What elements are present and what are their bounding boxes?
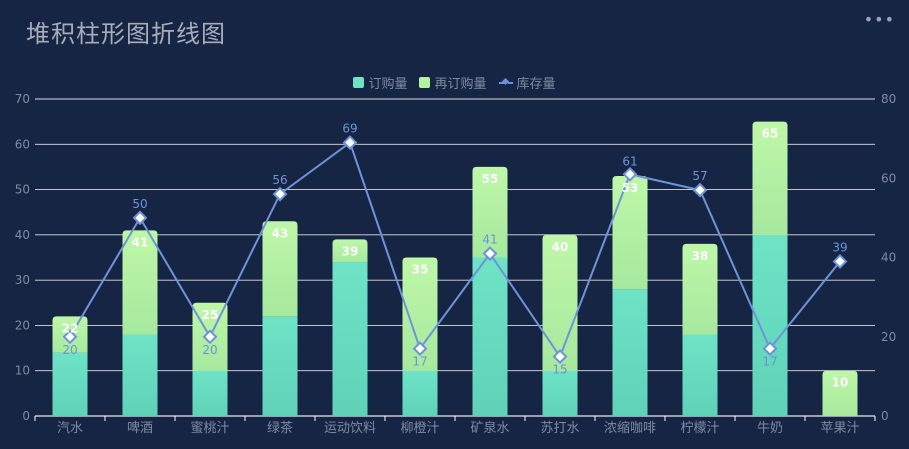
bar-order — [612, 289, 648, 416]
bar-order — [682, 334, 718, 416]
stock-point — [622, 166, 638, 182]
x-tick-label: 运动饮料 — [324, 421, 376, 436]
x-tick-label: 柳橙汁 — [400, 421, 439, 436]
bar-reorder — [262, 221, 298, 317]
stock-value-label: 61 — [622, 154, 637, 168]
legend-item-order[interactable]: 订购量 — [353, 73, 407, 92]
stock-value-label: 39 — [832, 240, 847, 254]
legend-swatch-stock — [498, 77, 513, 88]
stock-point — [202, 329, 218, 345]
bar-total-label: 53 — [622, 181, 639, 195]
bar-reorder — [612, 175, 648, 290]
bar-total-label: 22 — [62, 321, 79, 335]
bar-order — [542, 370, 578, 416]
y-right-tick-label: 60 — [881, 171, 896, 185]
bar-total-label: 41 — [132, 235, 149, 249]
bar-order — [332, 262, 368, 416]
bar-order — [752, 234, 788, 416]
bar-reorder — [332, 239, 368, 263]
chart-title: 堆积柱形图折线图 — [26, 20, 226, 48]
y-left-tick-label: 50 — [15, 183, 30, 197]
bar-order — [122, 334, 158, 416]
y-left-tick-label: 0 — [22, 409, 30, 423]
x-tick-label: 柠檬汁 — [680, 421, 719, 436]
stock-value-label: 20 — [62, 343, 77, 357]
y-left-tick-label: 40 — [15, 228, 30, 242]
y-left-tick-label: 10 — [15, 364, 30, 378]
bar-total-label: 38 — [692, 249, 709, 263]
stock-point — [132, 210, 148, 226]
bar-reorder — [402, 257, 438, 371]
stock-point — [832, 254, 848, 269]
bar-total-label: 25 — [202, 308, 219, 322]
y-left-tick-label: 60 — [15, 137, 30, 151]
bar-reorder — [472, 166, 508, 258]
stock-point — [342, 135, 358, 151]
legend-label-reorder: 再订购量 — [434, 77, 487, 92]
x-tick-label: 绿茶 — [267, 420, 293, 436]
bar-total-label: 35 — [412, 263, 429, 277]
bar-order — [52, 352, 88, 416]
bar-total-label: 10 — [832, 376, 849, 390]
stock-value-label: 17 — [412, 355, 427, 369]
stock-point — [692, 182, 708, 198]
stock-point — [62, 329, 78, 345]
legend: 订购量 再订购量 库存量 — [0, 73, 909, 92]
bar-reorder — [682, 243, 718, 335]
bar-total-label: 43 — [272, 226, 289, 240]
legend-item-stock[interactable]: 库存量 — [498, 73, 556, 92]
legend-label-stock: 库存量 — [516, 77, 556, 92]
stock-value-label: 69 — [342, 122, 357, 136]
bar-order — [402, 370, 438, 416]
bar-order — [262, 316, 298, 416]
y-right-tick-label: 40 — [881, 251, 896, 265]
bar-reorder — [122, 230, 158, 335]
legend-label-order: 订购量 — [368, 77, 408, 92]
x-tick-label: 苏打水 — [540, 420, 579, 436]
y-left-tick-label: 30 — [15, 273, 30, 287]
bar-reorder — [822, 370, 858, 416]
stock-line — [69, 140, 841, 359]
y-right-tick-label: 0 — [881, 409, 889, 423]
x-tick-label: 浓缩咖啡 — [604, 420, 656, 436]
legend-swatch-reorder — [419, 77, 431, 88]
bar-order — [472, 257, 508, 416]
stock-point — [552, 349, 568, 364]
bar-total-label: 39 — [342, 244, 359, 258]
stock-point — [482, 246, 498, 261]
legend-swatch-order — [353, 77, 365, 88]
y-left-tick-label: 70 — [15, 92, 30, 106]
y-right-tick-label: 80 — [881, 92, 896, 106]
x-tick-label: 矿泉水 — [470, 420, 509, 436]
x-tick-label: 啤酒 — [127, 421, 153, 436]
bar-total-label: 55 — [482, 172, 499, 186]
bar-reorder — [542, 234, 578, 371]
stock-value-label: 56 — [272, 173, 287, 187]
stock-value-label: 15 — [552, 363, 567, 377]
bar-total-label: 40 — [552, 240, 569, 254]
stock-point — [412, 341, 428, 357]
stock-value-label: 41 — [482, 233, 497, 247]
legend-item-reorder[interactable]: 再订购量 — [419, 73, 487, 92]
bar-order — [192, 370, 228, 416]
x-tick-label: 汽水 — [57, 421, 83, 436]
more-menu-icon[interactable]: ••• — [863, 10, 895, 29]
x-tick-label: 苹果汁 — [820, 421, 859, 436]
stock-value-label: 17 — [762, 355, 777, 369]
bar-total-label: 65 — [762, 127, 779, 141]
y-left-tick-label: 20 — [15, 318, 30, 332]
stock-point — [762, 341, 778, 357]
stock-value-label: 20 — [202, 343, 217, 357]
stock-value-label: 50 — [132, 197, 147, 211]
x-tick-label: 蜜桃汁 — [190, 421, 229, 436]
y-right-tick-label: 20 — [881, 330, 896, 344]
bar-reorder — [752, 121, 788, 235]
x-tick-label: 牛奶 — [757, 421, 783, 436]
stock-value-label: 57 — [692, 169, 707, 183]
stock-point — [272, 186, 288, 202]
